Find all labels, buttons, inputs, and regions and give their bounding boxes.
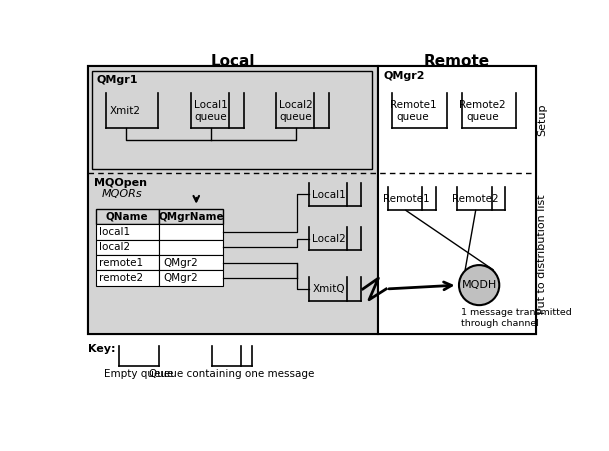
Text: Local1: Local1 [312, 190, 345, 200]
Text: QMgr2: QMgr2 [163, 273, 198, 283]
Text: Remote1
queue: Remote1 queue [390, 100, 436, 122]
Text: remote2: remote2 [99, 273, 144, 283]
Text: Setup: Setup [537, 104, 547, 136]
Text: Remote1: Remote1 [382, 194, 429, 204]
Text: Local: Local [211, 54, 255, 69]
Text: Remote: Remote [424, 54, 490, 69]
Bar [96, 255, 159, 271]
Text: Remote2
queue: Remote2 queue [459, 100, 506, 122]
Text: remote1: remote1 [99, 258, 144, 268]
Text: QMgr2: QMgr2 [383, 71, 424, 81]
Bar [93, 71, 372, 169]
Text: Put to distribution list: Put to distribution list [537, 194, 547, 314]
Text: MQORs: MQORs [102, 189, 143, 199]
Text: local2: local2 [99, 242, 130, 253]
Text: MQDH: MQDH [462, 280, 497, 290]
Text: Queue containing one message: Queue containing one message [149, 369, 315, 379]
Bar [159, 271, 223, 286]
Bar [96, 239, 159, 255]
Text: XmitQ: XmitQ [312, 285, 345, 295]
Bar [378, 66, 536, 334]
Bar [96, 209, 159, 224]
Text: MQOpen: MQOpen [94, 178, 147, 188]
Bar [88, 66, 378, 334]
Text: Local2
queue: Local2 queue [279, 100, 313, 122]
Text: QMgr1: QMgr1 [96, 75, 138, 85]
Text: QMgr2: QMgr2 [163, 258, 198, 268]
Circle shape [459, 265, 499, 305]
Bar [159, 239, 223, 255]
Text: Remote2: Remote2 [452, 194, 499, 204]
Bar [88, 66, 536, 334]
Text: Local1
queue: Local1 queue [194, 100, 228, 122]
Bar [96, 224, 159, 239]
Text: QName: QName [106, 212, 149, 221]
Bar [159, 255, 223, 271]
Text: local1: local1 [99, 227, 130, 237]
Text: Xmit2: Xmit2 [110, 106, 141, 116]
Text: Key:: Key: [88, 344, 115, 354]
Bar [159, 209, 223, 224]
Text: QMgrName: QMgrName [158, 212, 224, 221]
Bar [159, 224, 223, 239]
Text: Empty queue: Empty queue [104, 369, 174, 379]
Bar [96, 271, 159, 286]
Text: 1 message transmitted
through channel: 1 message transmitted through channel [460, 308, 571, 327]
Text: Local2: Local2 [312, 235, 345, 244]
